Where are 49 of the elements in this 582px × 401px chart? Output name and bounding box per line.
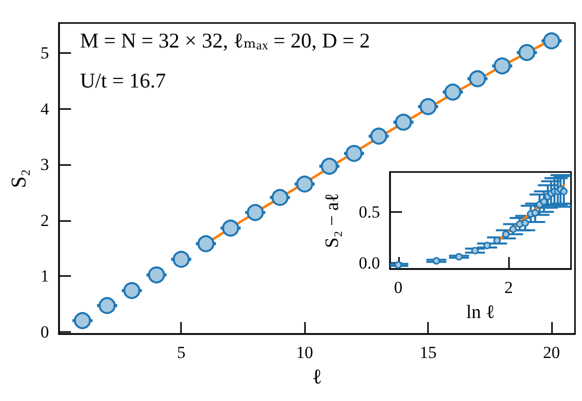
- x-axis-title: ln ℓ: [466, 302, 495, 323]
- point: [74, 312, 91, 330]
- point: [468, 70, 486, 88]
- point: [540, 198, 548, 206]
- x-tick-label: 10: [296, 343, 314, 362]
- y-tick-label: 4: [40, 99, 50, 118]
- point: [123, 282, 140, 300]
- point: [509, 225, 517, 233]
- x-axis-title: ℓ: [312, 364, 322, 388]
- point: [494, 57, 511, 74]
- point: [222, 220, 240, 237]
- point: [432, 257, 440, 265]
- point: [518, 44, 536, 62]
- point: [148, 266, 166, 284]
- point: [531, 209, 539, 217]
- point: [346, 144, 363, 162]
- point: [471, 246, 479, 254]
- point: [394, 114, 412, 131]
- point: [197, 235, 214, 252]
- point: [296, 176, 314, 193]
- point: [543, 32, 560, 50]
- y-axis-title: S₂: [6, 168, 30, 188]
- annotation: U/t = 16.7: [80, 68, 166, 92]
- annotation: M = N = 32 × 32, ℓₘₐₓ = 20, D = 2: [80, 28, 370, 52]
- x-tick-label: 5: [176, 343, 186, 362]
- point: [444, 84, 462, 101]
- point: [394, 261, 402, 269]
- point: [98, 297, 116, 314]
- y-axis-title: S₂ − aℓ: [322, 193, 343, 248]
- y-tick-label: 0.5: [358, 202, 380, 222]
- point: [320, 158, 338, 175]
- y-tick-label: 0: [40, 322, 49, 342]
- y-tick-label: 2: [40, 210, 49, 230]
- point: [370, 128, 388, 145]
- y-tick-label: 5: [40, 44, 49, 63]
- point: [455, 253, 463, 260]
- point: [521, 219, 529, 227]
- point: [172, 250, 190, 268]
- point: [271, 188, 288, 206]
- point: [483, 242, 491, 250]
- y-tick-label: 3: [40, 155, 49, 174]
- y-tick-label: 1: [40, 266, 49, 286]
- point: [502, 230, 510, 238]
- point: [560, 188, 568, 196]
- y-tick-label: 0.0: [358, 253, 380, 272]
- point: [420, 98, 437, 116]
- point: [246, 204, 264, 221]
- x-tick-label: 20: [543, 343, 560, 362]
- x-tick-label: 15: [420, 343, 437, 362]
